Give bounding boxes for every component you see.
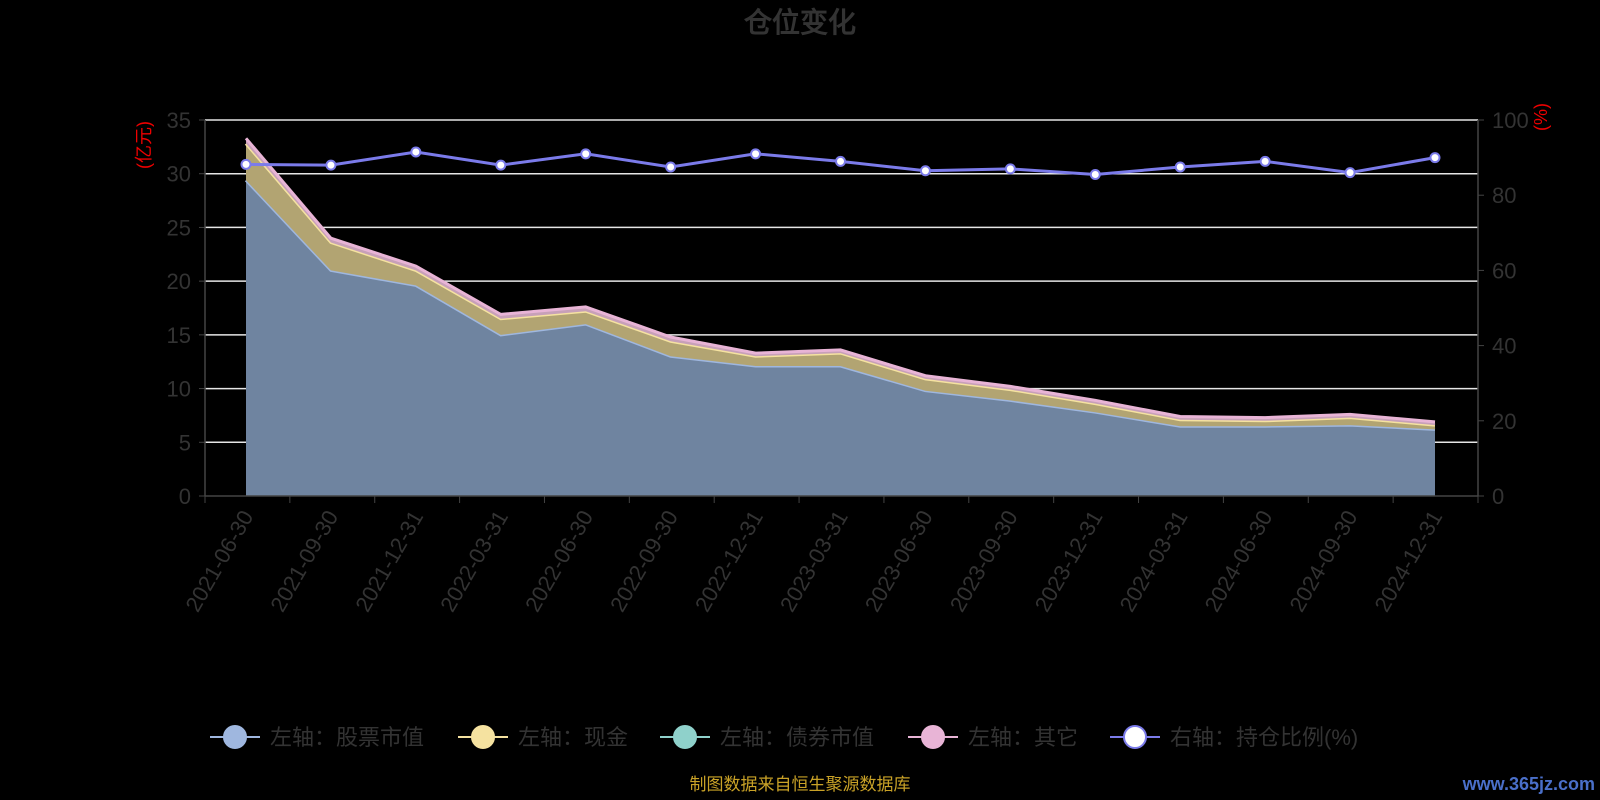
- right-tick-label: 0: [1492, 484, 1504, 509]
- left-axis-unit: (亿元): [134, 121, 154, 169]
- area-1: [246, 180, 1435, 496]
- x-tick-label: 2023-06-30: [860, 506, 938, 616]
- legend-marker: [471, 725, 495, 749]
- x-tick-label: 2023-03-31: [775, 506, 853, 616]
- legend-label: 左轴：现金: [518, 725, 628, 750]
- x-tick-label: 2023-12-31: [1030, 506, 1108, 616]
- ratio-point: [1429, 152, 1441, 164]
- x-tick-label: 2023-09-30: [945, 506, 1023, 616]
- x-tick-label: 2024-03-31: [1115, 506, 1193, 616]
- right-tick-label: 40: [1492, 334, 1516, 359]
- ratio-point: [1344, 167, 1356, 179]
- right-tick-label: 100: [1492, 108, 1529, 133]
- x-tick-label: 2024-06-30: [1200, 506, 1278, 616]
- legend-label: 左轴：其它: [968, 725, 1078, 750]
- ratio-point: [1089, 169, 1101, 181]
- chart-title: 仓位变化: [744, 6, 856, 38]
- left-tick-label: 30: [167, 162, 191, 187]
- ratio-point: [325, 159, 337, 171]
- legend: 左轴：股票市值 左轴：现金 左轴：债券市值 左轴：其它 右轴：持仓比例(%): [210, 725, 1358, 750]
- ratio-point: [665, 161, 677, 173]
- left-tick-label: 15: [167, 323, 191, 348]
- area-series: [244, 137, 1436, 496]
- legend-marker: [1123, 725, 1147, 749]
- left-tick-label: 35: [167, 108, 191, 133]
- ratio-point: [835, 155, 846, 167]
- ratio-point: [750, 148, 762, 160]
- ratio-point: [410, 146, 422, 158]
- right-tick-label: 80: [1492, 183, 1516, 208]
- x-tick-label: 2021-12-31: [350, 506, 428, 616]
- area-edge-4: [244, 137, 1436, 424]
- ratio-point: [1004, 163, 1016, 175]
- left-tick-label: 10: [167, 377, 191, 402]
- x-tick-label: 2024-09-30: [1284, 506, 1362, 616]
- x-tick-label: 2021-09-30: [265, 506, 343, 616]
- ratio-point: [240, 158, 252, 170]
- ratio-point: [1259, 155, 1271, 167]
- x-tick-label: 2021-06-30: [180, 506, 258, 616]
- x-tick-label: 2022-09-30: [605, 506, 683, 616]
- source-note: 制图数据来自恒生聚源数据库: [690, 775, 911, 794]
- x-tick-label: 2022-03-31: [435, 506, 513, 616]
- ratio-point: [495, 159, 507, 171]
- x-tick-label: 2024-12-31: [1369, 506, 1447, 616]
- legend-marker: [673, 725, 697, 749]
- watermark: www.365jz.com: [1462, 774, 1595, 794]
- ratio-point: [919, 165, 931, 177]
- legend-label: 右轴：持仓比例(%): [1170, 725, 1358, 750]
- legend-label: 左轴：股票市值: [270, 725, 424, 750]
- x-tick-label: 2022-12-31: [690, 506, 768, 616]
- right-tick-label: 20: [1492, 409, 1516, 434]
- ratio-point: [1174, 161, 1186, 173]
- line-series: [240, 146, 1441, 181]
- legend-label: 左轴：债券市值: [720, 725, 874, 750]
- left-tick-label: 0: [179, 484, 191, 509]
- left-tick-label: 5: [179, 430, 191, 455]
- legend-marker: [921, 725, 945, 749]
- x-tick-label: 2022-06-30: [520, 506, 598, 616]
- right-axis-unit: (%): [1531, 103, 1551, 131]
- left-tick-label: 20: [167, 269, 191, 294]
- right-tick-label: 60: [1492, 258, 1516, 283]
- legend-marker: [223, 725, 247, 749]
- left-tick-label: 25: [167, 215, 191, 240]
- ratio-point: [580, 148, 592, 160]
